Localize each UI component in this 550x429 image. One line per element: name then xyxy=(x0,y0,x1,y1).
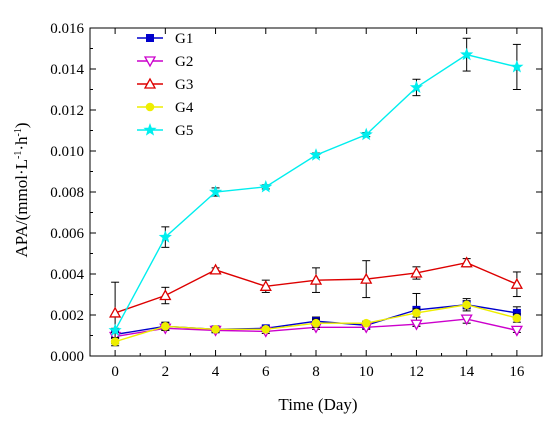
legend-label: G1 xyxy=(175,31,193,47)
series-g5 xyxy=(108,37,524,336)
data-point-g3 xyxy=(460,256,473,268)
y-tick-label: 0.002 xyxy=(50,308,84,324)
legend-label: G3 xyxy=(175,77,193,93)
data-point-g3 xyxy=(259,279,272,291)
data-point-g5 xyxy=(409,80,424,94)
axes-layer: 0 2 4 6 8 10 12 14 16 0.000 0.002 0.004 0.006 0.008 0.… xyxy=(50,21,543,380)
data-point-g4 xyxy=(462,300,471,310)
y-tick-label: 0.012 xyxy=(50,103,84,119)
y-tick-label: 0.014 xyxy=(50,62,84,78)
x-axis-title: Time (Day) xyxy=(278,395,357,414)
data-point-g2 xyxy=(410,319,423,331)
data-point-g3 xyxy=(159,289,172,301)
data-point-g4 xyxy=(512,313,522,323)
legend-marker xyxy=(143,123,157,136)
x-tick-label: 12 xyxy=(409,364,424,380)
x-tick-label: 0 xyxy=(111,364,119,380)
legend-marker xyxy=(143,56,157,68)
y-tick-label: 0.010 xyxy=(50,144,84,160)
data-point-g5 xyxy=(208,185,223,198)
y-tick-label: 0.008 xyxy=(50,185,84,201)
legend-label: G4 xyxy=(175,100,194,116)
y-axis-title-sup2: -1 xyxy=(13,128,24,136)
data-point-g5 xyxy=(510,60,524,73)
y-axis-title-sup1: -1 xyxy=(13,151,24,159)
series-g4 xyxy=(110,298,522,347)
x-tick-label: 2 xyxy=(162,364,170,380)
data-point-g4 xyxy=(161,321,170,331)
legend-label: G5 xyxy=(175,123,193,139)
data-point-g3 xyxy=(410,266,423,278)
data-point-g2 xyxy=(460,314,473,326)
data-point-g3 xyxy=(309,273,323,285)
data-point-g3 xyxy=(510,277,523,289)
y-tick-label: 0.006 xyxy=(50,226,84,242)
legend-item-g5: G5 xyxy=(137,123,193,139)
data-point-g3 xyxy=(360,272,373,284)
legend-item-g4: G4 xyxy=(137,100,194,116)
y-axis-title-main: APA/(mmol·L xyxy=(12,159,31,258)
x-tick-label: 6 xyxy=(262,364,270,380)
x-tick-label: 16 xyxy=(509,364,525,380)
x-tick-label: 4 xyxy=(212,364,220,380)
y-tick-label: 0.016 xyxy=(50,21,84,37)
data-point-g4 xyxy=(412,308,421,318)
data-point-g3 xyxy=(209,263,222,275)
y-axis-title-end: ) xyxy=(12,122,31,128)
series-g3 xyxy=(109,256,523,345)
legend-label: G2 xyxy=(175,54,193,70)
y-tick-label: 0.000 xyxy=(50,349,84,365)
series-layer xyxy=(108,37,524,347)
data-point-g5 xyxy=(108,323,122,336)
data-point-g5 xyxy=(309,148,323,161)
x-tick-label: 14 xyxy=(459,364,475,380)
data-point-g4 xyxy=(110,337,120,346)
legend-item-g3: G3 xyxy=(137,77,193,93)
data-point-g2 xyxy=(510,325,523,337)
legend-marker xyxy=(143,77,157,89)
x-tick-label: 10 xyxy=(359,364,374,380)
data-point-g5 xyxy=(158,230,172,243)
x-tick-label: 8 xyxy=(312,364,320,380)
legend-item-g2: G2 xyxy=(137,54,193,70)
legend-marker xyxy=(146,34,154,42)
data-point-g5 xyxy=(259,179,273,193)
y-axis-title: APA/(mmol·L-1·h-1) xyxy=(12,122,31,257)
data-point-g3 xyxy=(109,306,122,318)
data-point-g5 xyxy=(359,127,373,141)
legend: G1 G2 G3 G4 G5 xyxy=(137,31,194,139)
legend-marker xyxy=(145,102,155,112)
data-point-g4 xyxy=(361,318,371,328)
legend-item-g1: G1 xyxy=(137,31,193,47)
data-point-g4 xyxy=(261,325,271,334)
data-point-g4 xyxy=(211,325,220,334)
y-tick-label: 0.004 xyxy=(50,267,84,283)
data-point-g4 xyxy=(311,318,321,328)
data-point-g5 xyxy=(460,47,474,61)
y-axis-title-mid: ·h xyxy=(12,136,31,151)
